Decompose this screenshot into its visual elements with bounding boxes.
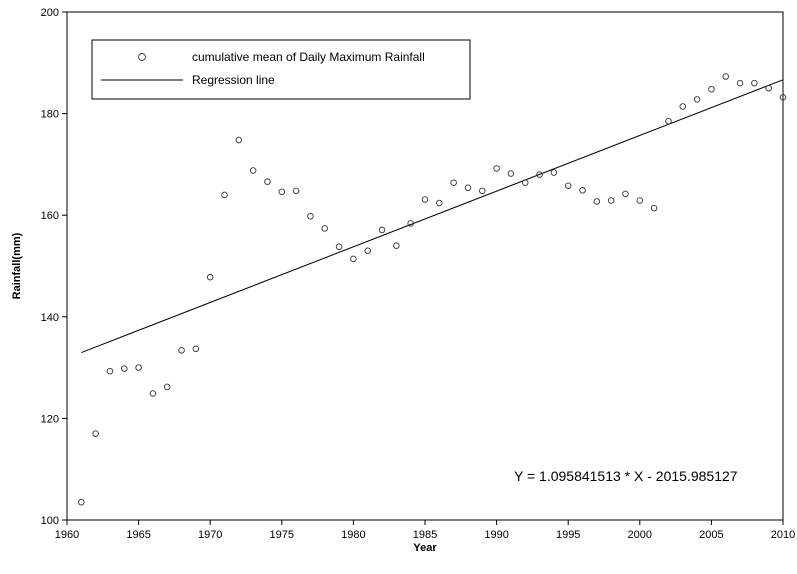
data-point — [665, 117, 672, 125]
legend-box — [91, 39, 471, 100]
x-axis: 1960 1965 1970 1975 1980 1985 1990 1995 2000 2005… — [55, 520, 795, 541]
regression-line — [81, 79, 784, 354]
data-point — [722, 73, 729, 80]
data-point — [249, 167, 257, 174]
data-point — [607, 197, 615, 204]
regression-line-group — [81, 79, 784, 354]
data-point — [765, 84, 772, 92]
legend-label-points: cumulative mean of Daily Maximum Rainfal… — [192, 50, 425, 64]
data-point — [378, 226, 386, 234]
y-tick-label: 180 — [41, 109, 59, 121]
data-point — [192, 345, 200, 353]
data-point — [121, 365, 128, 372]
data-point — [450, 179, 457, 186]
data-point — [507, 170, 515, 177]
x-tick-label: 2010 — [771, 529, 795, 541]
x-tick-label: 1960 — [55, 529, 79, 541]
data-point — [579, 187, 586, 194]
data-point — [278, 188, 286, 196]
x-tick-label: 1975 — [270, 529, 294, 541]
data-point — [78, 498, 85, 506]
data-point — [464, 184, 472, 192]
y-axis: 100 120 140 160 180 200 — [41, 7, 67, 527]
data-point — [264, 178, 271, 185]
data-point — [350, 255, 357, 263]
x-tick-label: 2005 — [699, 529, 723, 541]
data-point — [593, 198, 601, 205]
regression-equation: Y = 1.095841513 * X - 2015.985127 — [514, 468, 738, 484]
data-point — [321, 225, 329, 232]
data-point — [536, 171, 543, 178]
data-point — [163, 383, 171, 391]
y-tick-label: 120 — [41, 413, 59, 425]
data-point — [178, 347, 185, 354]
data-point — [679, 103, 687, 110]
data-point — [307, 212, 314, 220]
legend-label-regression: Regression line — [192, 73, 275, 87]
data-point — [708, 85, 715, 93]
data-point — [550, 169, 558, 176]
data-point — [135, 364, 142, 371]
data-point — [736, 79, 744, 87]
data-point — [693, 96, 701, 103]
y-tick-label: 140 — [41, 312, 59, 324]
data-point — [292, 187, 300, 195]
y-tick-label: 200 — [41, 7, 59, 19]
data-point — [779, 94, 787, 101]
y-tick-label: 160 — [41, 210, 59, 222]
data-point — [479, 187, 486, 195]
x-tick-label: 1995 — [556, 529, 580, 541]
data-point — [393, 242, 400, 249]
data-point — [364, 247, 371, 255]
data-point — [521, 179, 529, 186]
x-axis-title: Year — [413, 542, 437, 554]
x-tick-label: 1965 — [126, 529, 150, 541]
data-point — [564, 182, 572, 189]
data-point — [335, 243, 343, 250]
x-tick-label: 1990 — [484, 529, 508, 541]
data-point — [106, 367, 114, 375]
data-point — [206, 273, 214, 281]
x-tick-label: 1980 — [341, 529, 365, 541]
data-point — [407, 220, 414, 227]
data-point — [235, 136, 243, 144]
data-point — [92, 430, 99, 437]
scatter-points — [78, 73, 787, 506]
data-point — [650, 204, 658, 212]
data-point — [622, 190, 629, 198]
x-tick-label: 1970 — [198, 529, 222, 541]
legend: cumulative mean of Daily Maximum Rainfal… — [91, 39, 471, 100]
x-tick-label: 1985 — [413, 529, 437, 541]
data-point — [421, 196, 429, 203]
y-tick-label: 100 — [41, 515, 59, 527]
x-tick-label: 2000 — [628, 529, 652, 541]
data-point — [149, 390, 157, 397]
y-axis-title: Rainfall(mm) — [11, 232, 23, 299]
data-point — [221, 191, 228, 199]
data-point — [751, 79, 758, 87]
legend-marker-circle — [138, 53, 146, 61]
data-point — [493, 165, 500, 172]
data-point — [636, 197, 644, 204]
data-point — [436, 199, 443, 207]
